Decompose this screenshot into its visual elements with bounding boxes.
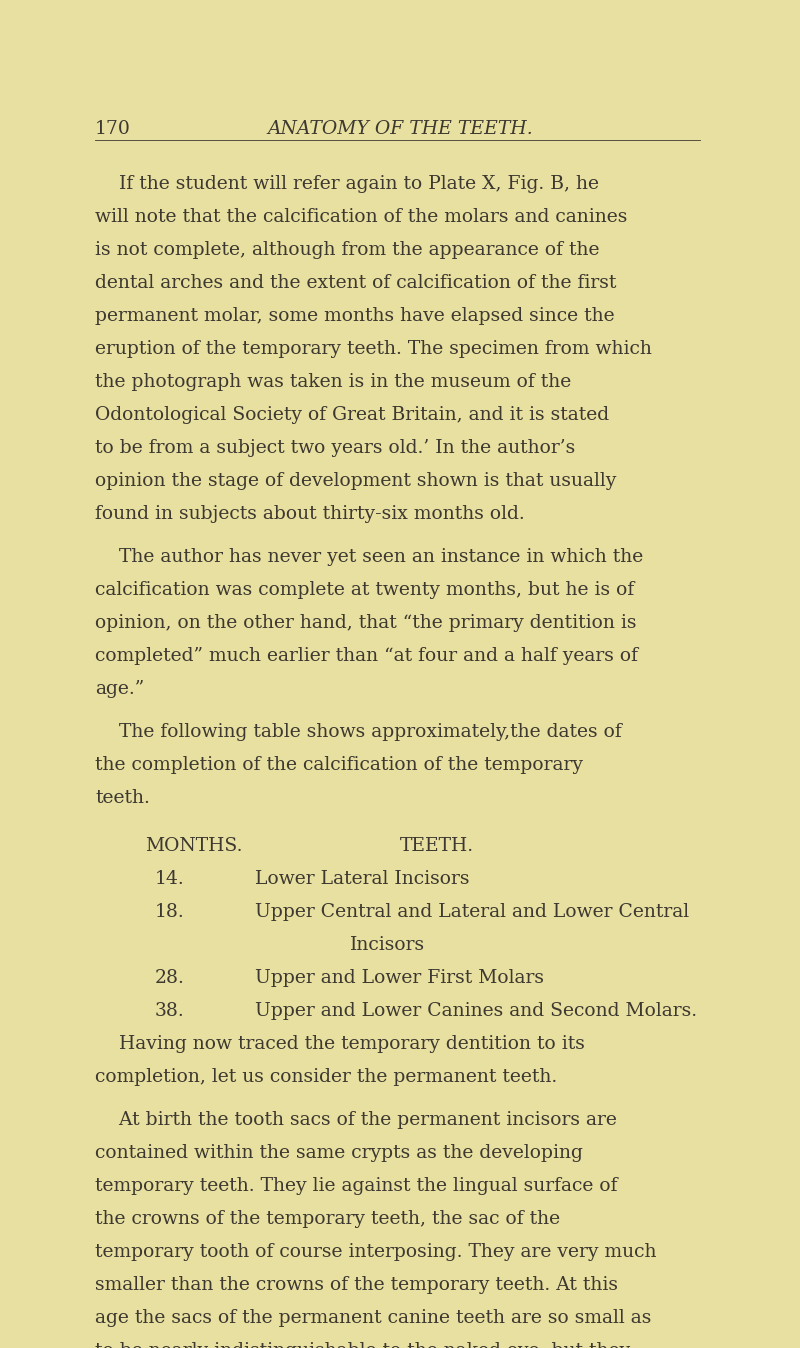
Text: temporary tooth of course interposing. They are very much: temporary tooth of course interposing. T… xyxy=(95,1243,657,1260)
Text: 28.: 28. xyxy=(155,969,185,987)
Text: is not complete, although from the appearance of the: is not complete, although from the appea… xyxy=(95,241,599,259)
Text: Having now traced the temporary dentition to its: Having now traced the temporary dentitio… xyxy=(95,1035,585,1053)
Text: teeth.: teeth. xyxy=(95,789,150,807)
Text: Odontological Society of Great Britain, and it is stated: Odontological Society of Great Britain, … xyxy=(95,406,609,425)
Text: found in subjects about thirty-six months old.: found in subjects about thirty-six month… xyxy=(95,506,525,523)
Text: the photograph was taken is in the museum of the: the photograph was taken is in the museu… xyxy=(95,373,571,391)
Text: At birth the tooth sacs of the permanent incisors are: At birth the tooth sacs of the permanent… xyxy=(95,1111,617,1130)
Text: Upper and Lower Canines and Second Molars.: Upper and Lower Canines and Second Molar… xyxy=(255,1002,697,1020)
Text: age.”: age.” xyxy=(95,679,144,698)
Text: to be from a subject two years old.’ In the author’s: to be from a subject two years old.’ In … xyxy=(95,439,575,457)
Text: opinion, on the other hand, that “the primary dentition is: opinion, on the other hand, that “the pr… xyxy=(95,613,637,632)
Text: The following table shows approximately,the dates of: The following table shows approximately,… xyxy=(95,723,622,741)
Text: If the student will refer again to Plate X, Fig. B, he: If the student will refer again to Plate… xyxy=(95,175,599,193)
Text: eruption of the temporary teeth. The specimen from which: eruption of the temporary teeth. The spe… xyxy=(95,340,652,359)
Text: 38.: 38. xyxy=(155,1002,185,1020)
Text: completed” much earlier than “at four and a half years of: completed” much earlier than “at four an… xyxy=(95,647,638,665)
Text: The author has never yet seen an instance in which the: The author has never yet seen an instanc… xyxy=(95,549,643,566)
Text: 18.: 18. xyxy=(155,903,185,921)
Text: age the sacs of the permanent canine teeth are so small as: age the sacs of the permanent canine tee… xyxy=(95,1309,651,1326)
Text: calcification was complete at twenty months, but he is of: calcification was complete at twenty mon… xyxy=(95,581,634,599)
Text: will note that the calcification of the molars and canines: will note that the calcification of the … xyxy=(95,208,627,226)
Text: MONTHS.: MONTHS. xyxy=(145,837,242,855)
Text: opinion the stage of development shown is that usually: opinion the stage of development shown i… xyxy=(95,472,616,491)
Text: Lower Lateral Incisors: Lower Lateral Incisors xyxy=(255,869,470,888)
Text: smaller than the crowns of the temporary teeth. At this: smaller than the crowns of the temporary… xyxy=(95,1277,618,1294)
Text: permanent molar, some months have elapsed since the: permanent molar, some months have elapse… xyxy=(95,307,614,325)
Text: Incisors: Incisors xyxy=(350,936,425,954)
Text: TEETH.: TEETH. xyxy=(400,837,474,855)
Text: ANATOMY OF THE TEETH.: ANATOMY OF THE TEETH. xyxy=(267,120,533,137)
Text: Upper Central and Lateral and Lower Central: Upper Central and Lateral and Lower Cent… xyxy=(255,903,689,921)
Text: Upper and Lower First Molars: Upper and Lower First Molars xyxy=(255,969,544,987)
Text: the crowns of the temporary teeth, the sac of the: the crowns of the temporary teeth, the s… xyxy=(95,1211,560,1228)
Text: 170: 170 xyxy=(95,120,131,137)
Text: dental arches and the extent of calcification of the first: dental arches and the extent of calcific… xyxy=(95,274,616,293)
Text: the completion of the calcification of the temporary: the completion of the calcification of t… xyxy=(95,756,583,774)
Text: 14.: 14. xyxy=(155,869,185,888)
Text: completion, let us consider the permanent teeth.: completion, let us consider the permanen… xyxy=(95,1068,558,1086)
Text: temporary teeth. They lie against the lingual surface of: temporary teeth. They lie against the li… xyxy=(95,1177,618,1194)
Text: to be nearly indistinguishable to the naked eye, but they: to be nearly indistinguishable to the na… xyxy=(95,1343,630,1348)
Text: contained within the same crypts as the developing: contained within the same crypts as the … xyxy=(95,1144,583,1162)
